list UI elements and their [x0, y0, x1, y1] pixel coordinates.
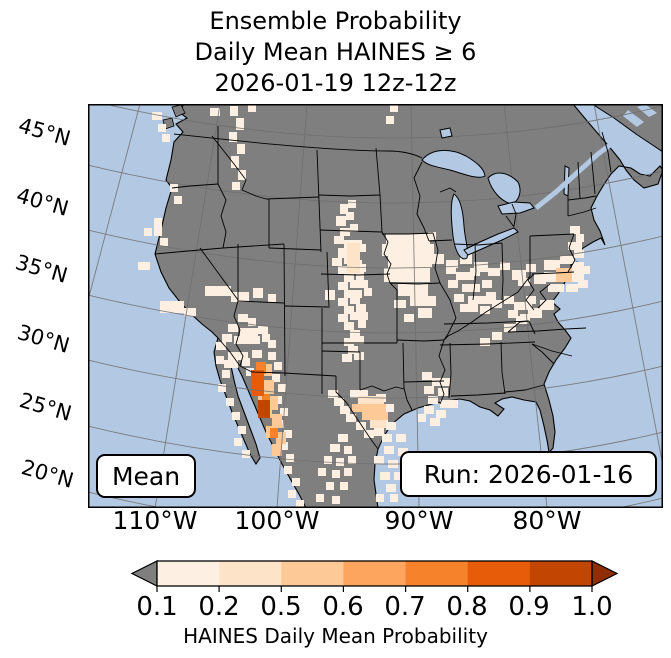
lake-michigan	[450, 193, 469, 260]
lake-ontario	[497, 201, 535, 215]
figure-title: Ensemble Probability Daily Mean HAINES ≥…	[0, 6, 671, 99]
lat-tick-25n: 25°N	[16, 388, 75, 426]
cbar-tick-0.2: 0.2	[198, 592, 240, 622]
cbar-tick-0.6: 0.6	[322, 592, 364, 622]
cbar-tick-0.5: 0.5	[260, 592, 302, 622]
mean-badge: Mean	[96, 454, 196, 498]
title-line-1: Ensemble Probability	[209, 7, 462, 35]
lake-huron	[487, 172, 521, 205]
mean-badge-label: Mean	[111, 461, 181, 491]
map-area: Mean Run: 2026-01-16	[88, 104, 663, 508]
colorbar-ticks	[156, 586, 593, 592]
cbar-tick-1.0: 1.0	[571, 592, 613, 622]
lat-tick-35n: 35°N	[12, 250, 71, 288]
colorbar-label: HAINES Daily Mean Probability	[183, 624, 488, 648]
cbar-tick-0.8: 0.8	[446, 592, 488, 622]
lat-tick-45n: 45°N	[15, 113, 74, 151]
canada-northshore	[591, 104, 663, 153]
map-frame	[88, 104, 663, 508]
colorbar-graphic	[130, 560, 619, 592]
colorbar-under-arrow	[130, 560, 158, 587]
title-line-2: Daily Mean HAINES ≥ 6	[194, 38, 477, 66]
run-badge: Run: 2026-01-16	[400, 451, 657, 497]
lake-erie	[463, 227, 519, 256]
cbar-tick-0.1: 0.1	[136, 592, 178, 622]
lat-tick-40n: 40°N	[13, 183, 72, 221]
cbar-tick-0.9: 0.9	[508, 592, 550, 622]
colorbar: 0.1 0.2 0.5 0.6 0.7 0.8 0.9 1.0 HAINES D…	[0, 548, 671, 658]
run-badge-label: Run: 2026-01-16	[423, 459, 634, 489]
lake-nipigon	[439, 127, 453, 139]
cbar-tick-0.7: 0.7	[384, 592, 426, 622]
lat-tick-20n: 20°N	[18, 455, 77, 493]
inlet-2	[637, 104, 657, 117]
island-1	[171, 104, 186, 118]
lat-tick-30n: 30°N	[14, 320, 73, 358]
probability-patches	[138, 104, 590, 508]
great-lakes	[421, 127, 570, 260]
lon-tick-90w: 90°W	[384, 506, 454, 535]
graticule	[88, 104, 663, 508]
lake-superior	[421, 150, 486, 178]
conus-map	[88, 104, 663, 508]
colorbar-outline	[156, 560, 593, 587]
lon-tick-80w: 80°W	[512, 506, 582, 535]
lon-tick-100w: 100°W	[234, 506, 320, 535]
colorbar-over-arrow	[591, 560, 619, 587]
lon-tick-110w: 110°W	[112, 506, 198, 535]
colorbar-segments	[157, 561, 593, 586]
title-line-3: 2026-01-19 12z-12z	[214, 69, 457, 97]
st-lawrence-river	[534, 140, 616, 210]
state-borders	[154, 126, 612, 450]
